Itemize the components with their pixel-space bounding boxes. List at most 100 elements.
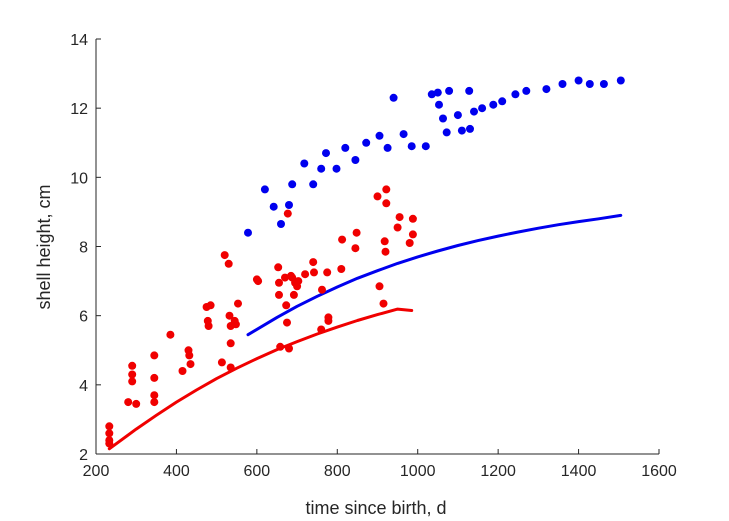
data-point [323, 268, 332, 277]
data-point [294, 277, 303, 286]
data-point [281, 273, 289, 282]
data-point [166, 330, 175, 339]
data-point [105, 429, 114, 438]
data-point [489, 100, 498, 109]
data-point [317, 164, 326, 173]
fit-curve-line [107, 307, 414, 451]
data-point [407, 142, 416, 151]
data-point [511, 90, 520, 99]
data-point [220, 251, 229, 260]
data-point [276, 342, 285, 351]
data-points [105, 76, 625, 448]
axes: 200 400 600 800 1000 1200 1400 1600 2 4 6 8 10 12 14 [70, 32, 677, 480]
data-point [457, 126, 466, 135]
data-point [124, 398, 133, 407]
data-point [558, 80, 567, 88]
data-point [301, 270, 310, 279]
data-point [351, 244, 360, 253]
y-tick-label: 2 [79, 447, 88, 464]
data-point [274, 263, 283, 272]
data-point [616, 76, 625, 85]
data-point [150, 351, 159, 360]
data-point [225, 311, 234, 320]
data-point [226, 339, 235, 348]
x-tick-label: 1400 [561, 463, 597, 480]
data-point [132, 399, 141, 408]
data-point [282, 301, 291, 310]
data-point [408, 230, 417, 239]
data-point [445, 86, 454, 95]
data-point [322, 149, 330, 158]
data-point [399, 130, 408, 139]
data-point [421, 142, 430, 151]
x-tick-label: 1200 [480, 463, 516, 480]
data-point [373, 192, 382, 201]
fit-curves [107, 213, 623, 451]
data-point [382, 185, 391, 194]
y-axis-label: shell height, cm [34, 184, 54, 309]
x-tick-label: 1600 [641, 463, 677, 480]
data-point [522, 86, 531, 95]
data-point [283, 209, 292, 218]
data-point [178, 367, 187, 375]
data-point [382, 199, 391, 208]
data-point [105, 422, 114, 431]
y-tick-label: 4 [79, 378, 88, 395]
data-point [362, 138, 371, 147]
data-point [375, 131, 384, 140]
data-point [375, 282, 384, 291]
data-point [277, 220, 285, 228]
data-point [442, 128, 451, 137]
data-point [217, 358, 226, 367]
x-tick-label: 1000 [400, 463, 436, 480]
y-tick-label: 6 [79, 309, 88, 326]
data-point [341, 143, 350, 152]
data-point [574, 76, 583, 85]
data-point [352, 228, 361, 237]
data-point [254, 277, 263, 286]
y-tick-label: 10 [70, 170, 88, 187]
data-point [389, 93, 398, 102]
data-point [453, 111, 462, 120]
data-point [478, 104, 487, 113]
data-point [150, 398, 159, 407]
data-point [150, 373, 159, 382]
data-point [405, 239, 414, 247]
data-point [283, 318, 291, 327]
data-point [318, 285, 326, 294]
data-point [465, 86, 474, 95]
data-point [244, 228, 252, 237]
y-tick-label: 12 [70, 101, 88, 118]
data-point [231, 320, 240, 329]
data-point [260, 185, 269, 194]
data-point [599, 80, 608, 88]
data-point [309, 180, 318, 189]
data-point [337, 265, 346, 273]
data-point [379, 299, 388, 308]
data-point [150, 391, 159, 400]
data-point [466, 124, 474, 133]
x-tick-label: 400 [163, 463, 190, 480]
x-axis-ticks: 200 400 600 800 1000 1200 1400 1600 [83, 449, 677, 480]
data-point [105, 439, 114, 448]
data-point [206, 301, 215, 310]
data-point [186, 360, 195, 369]
y-tick-label: 14 [70, 32, 88, 49]
data-point [128, 361, 137, 370]
data-point [317, 325, 326, 334]
data-point [310, 268, 318, 277]
data-point [234, 299, 242, 308]
data-point [275, 290, 283, 299]
x-axis-label: time since birth, d [305, 498, 446, 518]
y-axis-ticks: 2 4 6 8 10 12 14 [70, 32, 101, 464]
x-tick-label: 600 [244, 463, 271, 480]
data-point [185, 351, 194, 360]
data-point [380, 237, 389, 246]
data-point [275, 278, 283, 287]
data-point [383, 143, 392, 152]
y-tick-label: 8 [79, 240, 88, 257]
x-tick-label: 200 [83, 463, 110, 480]
data-point [542, 85, 551, 94]
data-point [269, 202, 278, 211]
data-point [395, 213, 404, 222]
